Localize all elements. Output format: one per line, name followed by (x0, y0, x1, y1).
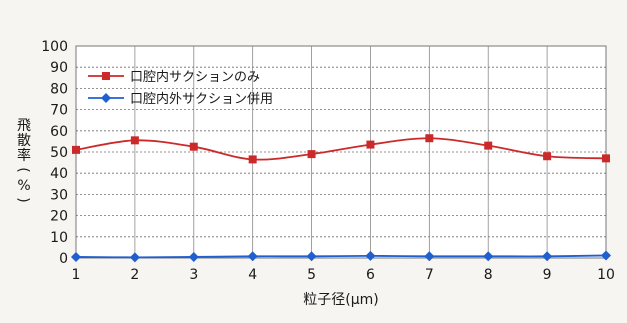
x-tick-label: 6 (366, 267, 375, 283)
data-point (542, 251, 553, 262)
data-point (543, 152, 552, 161)
data-point (307, 150, 316, 159)
y-axis-title-char: % (17, 178, 30, 194)
y-axis-title-char: ( (15, 167, 31, 172)
data-point (424, 251, 435, 262)
legend-item: 口腔内サクションのみ (88, 69, 260, 85)
legend-label: 口腔内外サクション併用 (130, 91, 273, 107)
x-tick-label: 1 (72, 267, 81, 283)
y-tick-label: 100 (41, 39, 68, 55)
x-tick-label: 2 (130, 267, 139, 283)
data-point (72, 145, 80, 154)
data-point (130, 136, 139, 145)
y-tick-label: 10 (50, 230, 68, 246)
legend-label: 口腔内サクションのみ (130, 69, 260, 85)
series-line (75, 254, 607, 259)
y-tick-label: 70 (50, 103, 68, 119)
x-axis: 1 2 3 4 5 6 7 8 9 10 (72, 267, 615, 283)
y-tick-label: 20 (50, 209, 68, 225)
data-point (71, 251, 81, 262)
data-point (365, 250, 376, 261)
legend-marker (101, 93, 111, 103)
grid-lines (76, 46, 606, 258)
legend-item: 口腔内外サクション併用 (88, 91, 273, 107)
y-axis-title-char: ) (15, 197, 31, 202)
x-tick-label: 5 (307, 267, 316, 283)
y-tick-label: 80 (50, 81, 68, 97)
data-point (129, 252, 140, 263)
data-point (601, 250, 611, 261)
y-axis-title-char: 散 (17, 133, 31, 149)
data-point (248, 155, 257, 164)
y-axis: 0 10 20 30 40 50 60 70 80 90 100 (41, 39, 68, 267)
y-tick-label: 30 (50, 187, 68, 203)
data-point (602, 154, 610, 163)
y-axis-title-char: 率 (17, 147, 31, 164)
data-point (483, 251, 494, 262)
y-tick-label: 40 (50, 166, 68, 182)
data-point (247, 251, 258, 262)
x-tick-label: 3 (189, 267, 198, 283)
x-tick-label: 10 (597, 267, 615, 283)
data-point (484, 141, 493, 150)
y-axis-title-char: 飛 (17, 118, 31, 134)
x-tick-label: 8 (484, 267, 493, 283)
series-2 (71, 250, 611, 263)
data-point (366, 140, 375, 149)
series-layer (71, 134, 611, 263)
x-tick-label: 4 (248, 267, 257, 283)
y-tick-label: 90 (50, 60, 68, 76)
series-line (75, 137, 607, 161)
data-point (189, 142, 198, 151)
data-point (425, 134, 434, 143)
data-point (188, 251, 199, 262)
legend-marker (102, 72, 110, 80)
x-tick-label: 7 (425, 267, 434, 283)
data-point (306, 251, 317, 262)
y-tick-label: 0 (59, 251, 68, 267)
x-tick-label: 9 (543, 267, 552, 283)
series-1 (72, 134, 610, 164)
y-tick-label: 60 (50, 124, 68, 140)
y-axis-title: 飛散率 (%) (15, 118, 31, 203)
x-axis-title: 粒子径(μm) (303, 292, 378, 308)
y-tick-label: 50 (50, 145, 68, 161)
